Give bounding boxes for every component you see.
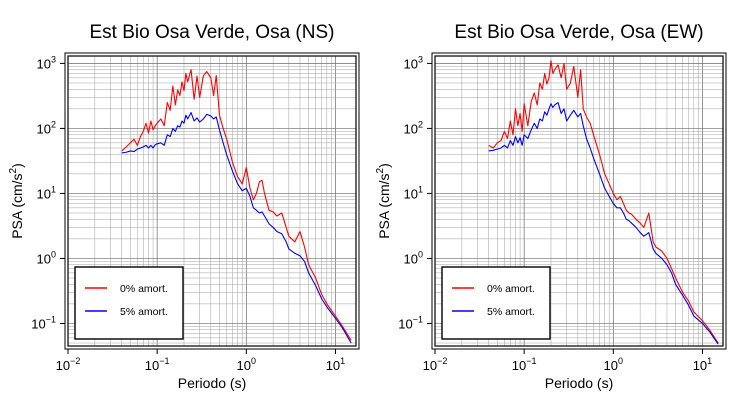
series-line-red [121, 69, 352, 341]
series-line-blue [121, 112, 352, 344]
grid [68, 56, 356, 346]
x-tick-label: 101 [326, 356, 345, 373]
x-tick-label: 10−2 [423, 356, 448, 373]
legend-box [441, 266, 551, 340]
chart-1: 10−2 10−1 100 101 10−1 100 101 102 103 Est Bio Os… [8, 22, 360, 391]
y-tick-label: 102 [37, 119, 56, 136]
y-tick-label: 103 [404, 54, 423, 71]
chart-title: Est Bio Osa Verde, Osa (EW) [454, 22, 703, 43]
y-tick-label: 101 [404, 184, 423, 201]
plot-frame [67, 55, 357, 347]
plot-frame-outer [64, 52, 360, 350]
legend: 0% amort. 5% amort. [74, 266, 184, 340]
legend-box [74, 266, 184, 340]
x-tick-label: 10−2 [56, 356, 81, 373]
x-axis-label: Periodo (s) [545, 375, 613, 391]
legend: 0% amort. 5% amort. [441, 266, 551, 340]
y-tick-label: 102 [404, 119, 423, 136]
series-line-blue [488, 102, 719, 345]
plot-frame [434, 55, 724, 347]
x-axis-label: Periodo (s) [178, 375, 246, 391]
y-tick-label: 100 [37, 249, 56, 266]
y-tick-label: 101 [37, 184, 56, 201]
grid [435, 56, 723, 346]
y-tick-label: 10−1 [398, 314, 423, 331]
legend-label: 0% amort. [120, 283, 168, 295]
series-line-red [488, 60, 719, 344]
legend-label: 5% amort. [120, 306, 168, 318]
y-axis-label: PSA (cm/s2) [375, 163, 392, 239]
chart-title: Est Bio Osa Verde, Osa (NS) [90, 22, 335, 43]
legend-label: 5% amort. [487, 306, 535, 318]
x-tick-label: 10−1 [512, 356, 537, 373]
y-tick-label: 100 [404, 249, 423, 266]
y-tick-label: 10−1 [31, 314, 56, 331]
x-tick-label: 100 [237, 356, 256, 373]
y-axis-label: PSA (cm/s2) [8, 163, 25, 239]
x-tick-label: 101 [693, 356, 712, 373]
x-tick-label: 100 [604, 356, 623, 373]
chart-2: 10−2 10−1 100 101 10−1 100 101 102 103 Est Bio Os… [375, 22, 727, 391]
plot-frame-outer [431, 52, 727, 350]
y-tick-label: 103 [37, 54, 56, 71]
legend-label: 0% amort. [487, 283, 535, 295]
x-tick-label: 10−1 [145, 356, 170, 373]
